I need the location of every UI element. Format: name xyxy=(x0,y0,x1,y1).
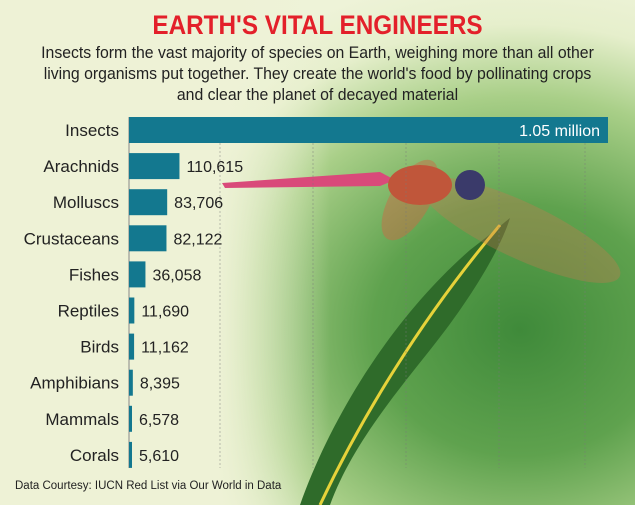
data-source: Data Courtesy: IUCN Red List via Our Wor… xyxy=(15,480,282,492)
bar-arachnids xyxy=(129,153,180,180)
bar-fishes xyxy=(129,261,146,288)
bar-mammals xyxy=(129,405,133,432)
data-label: 1.05 million xyxy=(519,123,600,140)
data-label: 8,395 xyxy=(140,376,180,393)
chart-subtitle: Insects form the vast majority of specie… xyxy=(41,43,594,104)
category-label: Molluscs xyxy=(53,193,119,212)
bar-insects xyxy=(129,117,608,143)
category-label: Insects xyxy=(65,121,119,140)
bar-molluscs xyxy=(129,189,168,216)
data-label: 110,615 xyxy=(186,159,243,176)
data-label: 83,706 xyxy=(174,195,223,212)
category-label: Mammals xyxy=(45,410,119,429)
bar-reptiles xyxy=(129,297,135,324)
leaf-vein xyxy=(318,224,502,505)
data-label: 11,162 xyxy=(141,340,189,357)
category-label: Crustaceans xyxy=(24,229,119,248)
data-label: 5,610 xyxy=(139,448,179,465)
category-label: Birds xyxy=(80,338,119,357)
data-label: 82,122 xyxy=(173,231,222,248)
category-label: Fishes xyxy=(69,265,119,284)
category-label: Arachnids xyxy=(43,157,119,176)
leaf xyxy=(300,218,510,505)
data-label: 6,578 xyxy=(139,412,179,429)
wing xyxy=(419,177,621,283)
category-label: Corals xyxy=(70,446,119,465)
dragonfly-thorax xyxy=(388,165,452,205)
bar-birds xyxy=(129,333,135,360)
category-label: Reptiles xyxy=(58,302,119,321)
data-label: 11,690 xyxy=(141,304,189,321)
bar-corals xyxy=(129,441,132,468)
data-label: 36,058 xyxy=(152,267,201,284)
bar-amphibians xyxy=(129,369,133,396)
dragonfly-head xyxy=(455,170,485,200)
category-label: Amphibians xyxy=(30,374,119,393)
bar-crustaceans xyxy=(129,225,167,252)
dragonfly-abdomen xyxy=(222,172,395,188)
chart-title: EARTH'S VITAL ENGINEERS xyxy=(152,10,483,40)
